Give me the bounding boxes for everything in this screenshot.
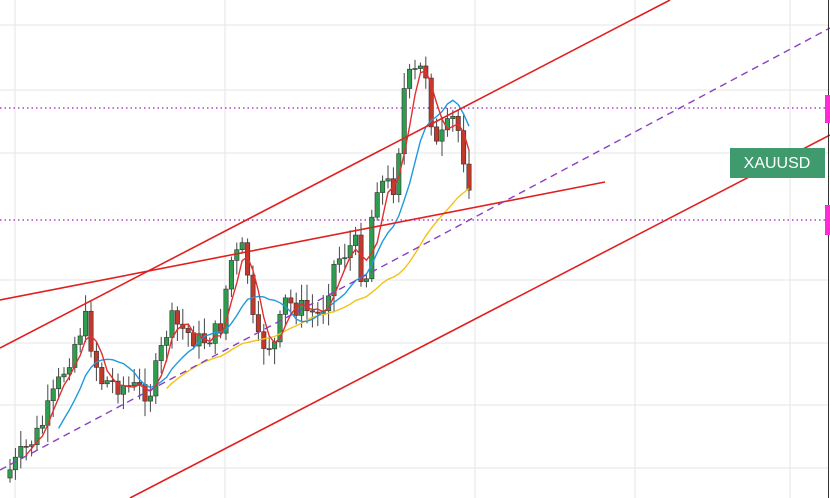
candle-body [315, 311, 321, 314]
candle-body [39, 425, 45, 429]
candle-body [174, 310, 180, 325]
candle-body [169, 310, 175, 338]
candle-body [466, 163, 472, 191]
candle-body [288, 297, 294, 304]
candle-body [358, 234, 364, 282]
channel-upper [0, 0, 671, 349]
level-marker [825, 205, 830, 235]
candle-body [336, 258, 342, 265]
candle-body [158, 345, 164, 361]
candle-body [461, 130, 467, 165]
candle-body [99, 367, 105, 385]
candle-body [434, 126, 440, 142]
candle-body [234, 249, 240, 261]
candle-body [164, 337, 170, 346]
candle-body [61, 373, 67, 378]
symbol-tag [730, 148, 825, 178]
moving-average-mid [57, 99, 470, 429]
candle-body [293, 302, 299, 316]
candle-body [450, 116, 456, 119]
candle-body [239, 242, 245, 251]
candle-body [412, 68, 418, 70]
candle-body [207, 342, 213, 345]
candle-body [261, 331, 267, 349]
candle-body [255, 314, 261, 332]
candle-body [23, 446, 29, 448]
candle-body [439, 129, 445, 142]
candle-body [309, 310, 315, 313]
candle-body [77, 335, 83, 345]
candle-body [407, 68, 413, 89]
candle-body [250, 274, 256, 315]
candle-body [428, 77, 434, 128]
candle-body [153, 360, 159, 397]
candle-body [93, 350, 99, 368]
candle-body [131, 382, 137, 387]
candle-body [299, 299, 305, 316]
candle-body [88, 310, 94, 352]
candles [7, 56, 472, 483]
candle-body [56, 376, 62, 390]
candle-body [266, 348, 272, 350]
candle-body [12, 456, 18, 471]
candle-body [342, 257, 348, 260]
symbol-label: XAUUSD [744, 155, 811, 172]
candle-body [353, 234, 359, 246]
candle-body [104, 380, 110, 385]
candle-body [228, 260, 234, 290]
moving-average-fast [25, 69, 470, 456]
candle-body [72, 344, 78, 368]
candle-body [115, 380, 121, 395]
candle-body [374, 192, 380, 218]
candle-body [120, 385, 126, 395]
candle-body [380, 180, 386, 193]
candle-body [385, 178, 391, 182]
candle-body [191, 332, 197, 347]
channel-lower [129, 134, 830, 498]
candle-body [245, 242, 251, 276]
candle-body [7, 469, 13, 479]
candle-body [50, 388, 56, 401]
candle-body [83, 310, 89, 337]
candle-body [147, 395, 153, 402]
candle-body [363, 278, 369, 282]
level-marker [825, 95, 830, 123]
candle-body [18, 446, 24, 458]
candle-body [277, 314, 283, 343]
channel-midline [0, 27, 830, 471]
candle-body [417, 65, 423, 69]
candle-body [34, 427, 40, 445]
trend-line [0, 181, 606, 301]
candle-body [185, 328, 191, 333]
